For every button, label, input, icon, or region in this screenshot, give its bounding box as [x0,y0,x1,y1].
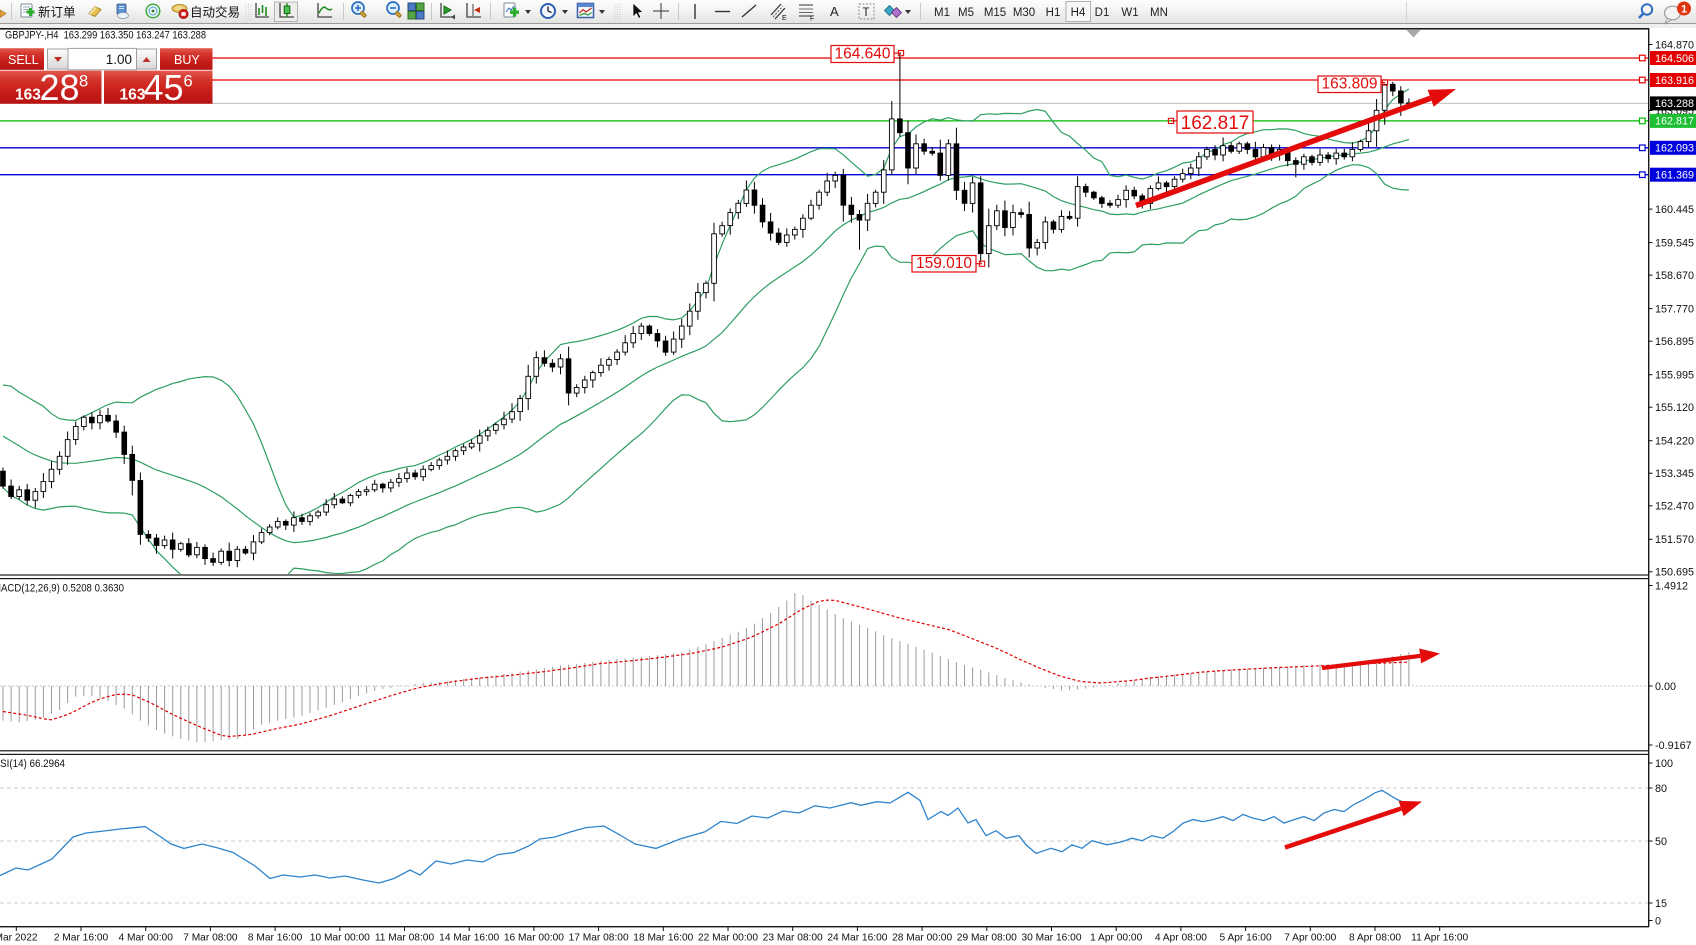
svg-text:80: 80 [1655,783,1667,795]
svg-text:151.570: 151.570 [1655,534,1694,546]
svg-text:162.817: 162.817 [1655,116,1694,128]
svg-text:28 Mar 00:00: 28 Mar 00:00 [892,933,952,944]
svg-text:100: 100 [1655,758,1673,770]
svg-text:163.809: 163.809 [1321,76,1377,93]
svg-text:GBPJPY-,H4 163.299 163.350 16: GBPJPY-,H4 163.299 163.350 163.247 163.2… [5,30,206,42]
svg-text:159.010: 159.010 [916,255,972,272]
svg-text:163.916: 163.916 [1655,75,1694,87]
svg-text:W1: W1 [1121,7,1138,19]
svg-text:F: F [810,16,814,23]
svg-text:164.870: 164.870 [1655,39,1694,51]
svg-text:164.506: 164.506 [1655,53,1694,65]
svg-text:11 Mar 08:00: 11 Mar 08:00 [375,933,435,944]
svg-text:T: T [863,7,870,19]
svg-text:153.345: 153.345 [1655,468,1694,480]
svg-text:1.00: 1.00 [106,52,132,67]
svg-text:H4: H4 [1071,7,1086,19]
svg-text:22 Mar 00:00: 22 Mar 00:00 [698,933,758,944]
svg-text:SELL: SELL [8,53,39,67]
svg-text:163: 163 [120,87,146,104]
svg-text:155.995: 155.995 [1655,370,1694,382]
svg-text:M30: M30 [1013,7,1035,19]
svg-text:7 Mar 08:00: 7 Mar 08:00 [183,933,238,944]
svg-text:A: A [830,4,839,19]
svg-text:18 Mar 16:00: 18 Mar 16:00 [633,933,693,944]
svg-text:MN: MN [1150,7,1168,19]
svg-text:8 Mar 16:00: 8 Mar 16:00 [248,933,303,944]
svg-text:D1: D1 [1095,7,1110,19]
svg-text:0: 0 [1655,915,1661,927]
svg-text:H1: H1 [1046,7,1061,19]
svg-text:自动交易: 自动交易 [190,5,240,20]
svg-text:1 Apr 00:00: 1 Apr 00:00 [1090,933,1142,944]
svg-text:-0.9167: -0.9167 [1655,740,1692,752]
svg-text:新订单: 新订单 [38,5,76,20]
svg-text:14 Mar 16:00: 14 Mar 16:00 [439,933,499,944]
svg-text:161.369: 161.369 [1655,170,1694,182]
svg-text:152.470: 152.470 [1655,501,1694,513]
svg-text:Mar 2022: Mar 2022 [0,933,38,944]
svg-text:160.445: 160.445 [1655,204,1694,216]
svg-text:150.695: 150.695 [1655,567,1694,579]
svg-text:M5: M5 [958,7,974,19]
svg-text:1.4912: 1.4912 [1655,580,1688,592]
svg-text:RSI(14) 66.2964: RSI(14) 66.2964 [0,758,65,770]
svg-text:2 Mar 16:00: 2 Mar 16:00 [54,933,109,944]
svg-text:11 Apr 16:00: 11 Apr 16:00 [1411,933,1468,944]
svg-text:155.120: 155.120 [1655,402,1694,414]
svg-text:162.093: 162.093 [1655,143,1694,155]
svg-text:8: 8 [79,73,88,91]
svg-text:15: 15 [1655,898,1667,910]
svg-text:7 Apr 00:00: 7 Apr 00:00 [1284,933,1336,944]
svg-text:164.640: 164.640 [834,46,890,63]
svg-text:30 Mar 16:00: 30 Mar 16:00 [1021,933,1081,944]
svg-text:10 Mar 00:00: 10 Mar 00:00 [310,933,370,944]
svg-text:BUY: BUY [174,53,200,67]
svg-text:0.00: 0.00 [1655,681,1676,693]
svg-text:5 Apr 16:00: 5 Apr 16:00 [1220,933,1272,944]
svg-text:16 Mar 00:00: 16 Mar 00:00 [504,933,564,944]
svg-text:162.817: 162.817 [1181,113,1250,134]
svg-text:M15: M15 [984,7,1006,19]
svg-text:158.670: 158.670 [1655,270,1694,282]
svg-text:4 Mar 00:00: 4 Mar 00:00 [119,933,174,944]
svg-text:156.895: 156.895 [1655,336,1694,348]
svg-text:23 Mar 08:00: 23 Mar 08:00 [763,933,823,944]
svg-text:17 Mar 08:00: 17 Mar 08:00 [569,933,629,944]
svg-text:154.220: 154.220 [1655,436,1694,448]
svg-text:M1: M1 [934,7,950,19]
svg-text:8 Apr 08:00: 8 Apr 08:00 [1349,933,1401,944]
svg-text:4 Apr 08:00: 4 Apr 08:00 [1155,933,1207,944]
svg-text:28: 28 [40,67,80,108]
svg-text:1: 1 [1681,4,1687,16]
svg-text:159.545: 159.545 [1655,237,1694,249]
svg-text:29 Mar 08:00: 29 Mar 08:00 [957,933,1017,944]
svg-text:50: 50 [1655,836,1667,848]
svg-text:MACD(12,26,9) 0.5208 0.3630: MACD(12,26,9) 0.5208 0.3630 [0,583,124,595]
svg-text:6: 6 [184,73,193,91]
svg-text:163: 163 [15,87,41,104]
svg-text:24 Mar 16:00: 24 Mar 16:00 [827,933,887,944]
svg-text:E: E [782,15,787,22]
svg-text:45: 45 [144,67,184,108]
svg-text:163.288: 163.288 [1655,98,1694,110]
svg-text:157.770: 157.770 [1655,303,1694,315]
